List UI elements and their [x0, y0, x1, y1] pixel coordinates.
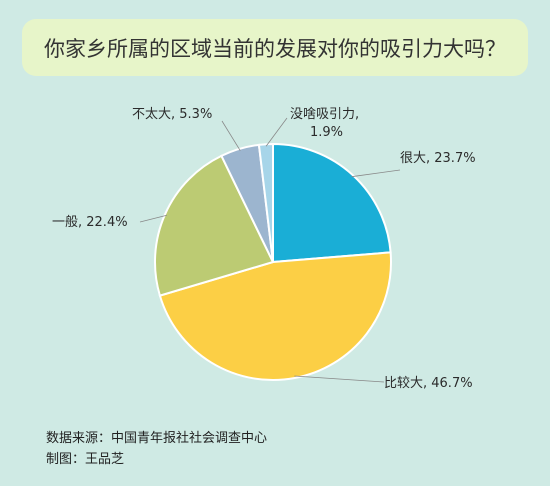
- slice-label-2: 比较大, 46.7%: [384, 376, 473, 391]
- pie-slice-3: [154, 154, 275, 297]
- leader-line-3: [139, 214, 167, 223]
- leader-line-4: [221, 120, 241, 151]
- chart-title: 你家乡所属的区域当前的发展对你的吸引力大吗？: [44, 36, 506, 61]
- pie-slice-1: [272, 142, 392, 264]
- pie-slice-5: [257, 142, 274, 263]
- slice-label-3: 一般, 22.4%: [52, 214, 128, 230]
- slice-label-1: 很大, 23.7%: [400, 151, 476, 166]
- chart-title-banner: 你家乡所属的区域当前的发展对你的吸引力大吗？: [22, 19, 528, 76]
- data-source-text: 数据来源：中国青年报社社会调查中心: [46, 431, 268, 446]
- slice-label-5: 没啥吸引力,: [290, 106, 359, 122]
- leader-line-1: [351, 169, 401, 178]
- leader-line-5: [265, 117, 288, 147]
- leader-line-2: [294, 375, 385, 383]
- credit-text: 制图：王品芝: [46, 452, 125, 467]
- slice-label-5-value: 1.9%: [310, 125, 343, 140]
- pie-slice-2: [158, 251, 392, 382]
- slice-label-4: 不太大, 5.3%: [132, 107, 212, 122]
